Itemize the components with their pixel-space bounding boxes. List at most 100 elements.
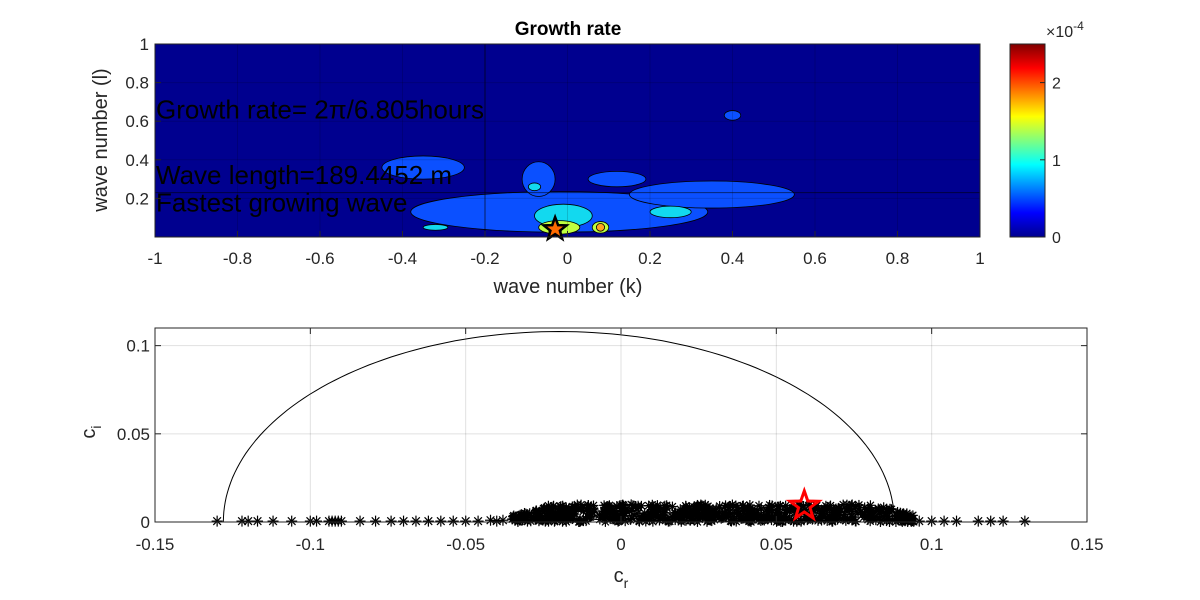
scatter-point	[838, 499, 849, 510]
scatter-point	[828, 504, 839, 515]
x-tick-label: -0.2	[470, 249, 499, 268]
y-tick-label: 0.8	[125, 74, 149, 93]
scatter-point	[541, 511, 552, 522]
scatter-point	[447, 515, 459, 527]
highlight-marker	[785, 486, 823, 522]
chart-title: Growth rate	[515, 19, 622, 40]
y-ticks: 0 0.05 0.1	[117, 337, 1087, 532]
scatter-point	[818, 511, 829, 522]
x-tick-label: 1	[975, 249, 984, 268]
scatter-point	[609, 515, 620, 526]
scatter-point	[422, 515, 434, 527]
scatter-point	[697, 510, 708, 521]
scatter-point	[707, 506, 718, 517]
scatter-point	[719, 502, 730, 513]
scatter-point	[951, 515, 963, 527]
scatter-point	[737, 511, 748, 522]
scatter-point	[844, 504, 855, 515]
scatter-point	[890, 513, 901, 524]
y-axis-label-sub: i	[88, 425, 104, 428]
scatter-point	[252, 515, 264, 527]
scatter-point	[398, 515, 410, 527]
scatter-point	[632, 508, 643, 519]
colorbar: 0 1 2 ×10-4	[1009, 19, 1084, 247]
scatter-point	[286, 515, 298, 527]
x-tick-label: -0.15	[136, 535, 175, 554]
colorbar-exponent: ×10-4	[1046, 19, 1084, 41]
x-tick-label: -0.8	[223, 249, 252, 268]
x-axis-label: wave number (k)	[493, 276, 643, 298]
scatter-point	[688, 508, 699, 519]
scatter-point	[820, 500, 831, 511]
scatter-point	[385, 515, 397, 527]
x-tick-label: 0.15	[1070, 535, 1103, 554]
scatter-point	[242, 515, 254, 527]
y-tick-label: 0.2	[125, 189, 149, 208]
colorbar-gradient	[1009, 43, 1046, 238]
star-marker	[540, 213, 570, 242]
x-tick-label: 0	[563, 249, 572, 268]
scatter-point	[537, 505, 548, 516]
y-tick-label: 1	[140, 35, 149, 54]
y-tick-label: 0	[141, 513, 150, 532]
scatter-point	[913, 515, 925, 527]
scatter-point	[611, 501, 622, 512]
scatter-point	[681, 503, 692, 514]
y-axis-label-main: c	[78, 429, 100, 439]
y-tick-label: 0.4	[125, 151, 149, 170]
scatter-point	[985, 515, 997, 527]
y-axis-label: ci	[78, 425, 104, 438]
x-axis-label: cr	[614, 565, 629, 591]
scatter-point	[862, 504, 873, 515]
star-marker	[785, 486, 823, 522]
scatter-point	[938, 515, 950, 527]
scatter-point	[781, 504, 792, 515]
scatter-point	[676, 509, 687, 520]
scatter-point	[858, 512, 869, 523]
scatter-point	[828, 510, 839, 521]
scatter-point	[873, 505, 884, 516]
scatter-point	[485, 514, 497, 526]
colorbar-tick-label: 0	[1052, 230, 1061, 247]
x-ticks: -1 -0.8 -0.6 -0.4 -0.2 0 0.2 0.4 0.6 0.8 1	[147, 231, 985, 268]
contour-region	[595, 223, 606, 232]
x-tick-label: 0.05	[760, 535, 793, 554]
growth-rate-annotation: Growth rate= 2π/6.805hours	[156, 95, 484, 125]
x-tick-label: 0.2	[638, 249, 662, 268]
x-axis-label-main: c	[614, 565, 624, 587]
scatter-point	[650, 507, 661, 518]
scatter-point	[335, 515, 347, 527]
annotations: Growth rate= 2π/6.805hours Wave length=1…	[156, 95, 484, 218]
scatter-point	[519, 510, 530, 521]
scatter-point	[639, 512, 650, 523]
scatter-point	[583, 500, 594, 511]
colorbar-exponent-power: -4	[1073, 19, 1084, 33]
colorbar-exponent-base: ×10	[1046, 24, 1073, 41]
contour-region	[723, 110, 742, 121]
growth-rate-panel: Growth rate Growth rate= 2π/6.805hours W…	[90, 19, 985, 298]
scatter-point	[497, 514, 509, 526]
x-tick-label: 0.4	[721, 249, 745, 268]
scatter-point	[753, 500, 764, 511]
scatter-point	[721, 512, 732, 523]
scatter-point	[435, 515, 447, 527]
x-tick-label: 0	[616, 535, 625, 554]
contour-region	[521, 161, 556, 197]
contour-region	[628, 180, 795, 209]
colorbar-tick-label: 2	[1052, 76, 1061, 93]
scatter-point	[854, 502, 865, 513]
scatter-point	[211, 515, 223, 527]
scatter-point	[997, 515, 1009, 527]
y-tick-label: 0.1	[126, 337, 150, 356]
scatter-point	[762, 512, 773, 523]
scatter-point	[705, 514, 716, 525]
fastest-wave-marker	[540, 213, 570, 242]
x-axis-label-sub: r	[624, 575, 629, 591]
scatter-point	[972, 515, 984, 527]
scatter-point	[732, 502, 743, 513]
scatter-point	[884, 503, 895, 514]
scatter-point	[847, 506, 858, 517]
scatter-point	[907, 510, 918, 521]
scatter-plot-area	[155, 328, 1087, 522]
